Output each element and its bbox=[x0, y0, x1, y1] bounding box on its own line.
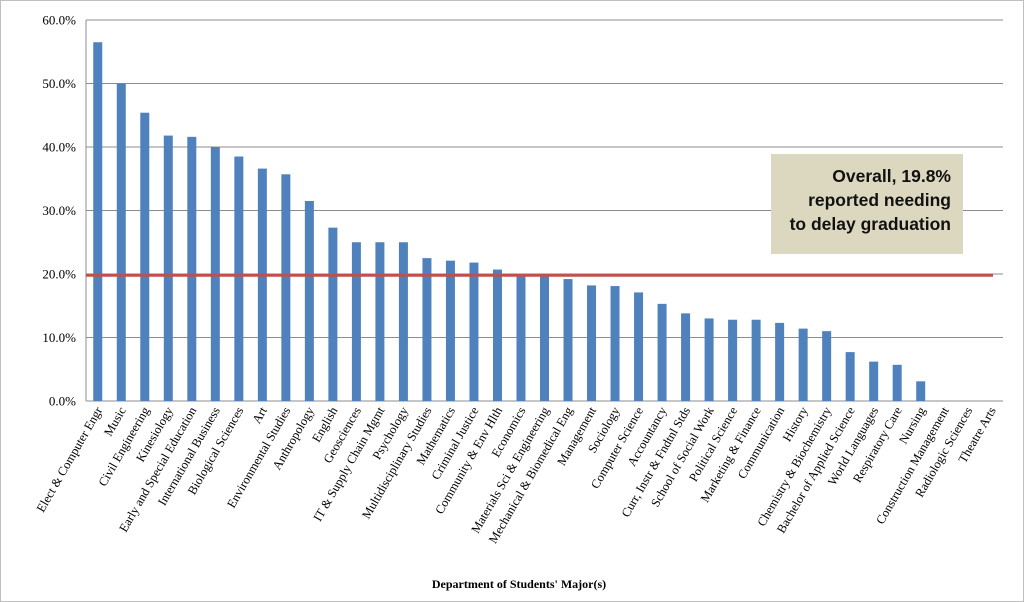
bar bbox=[398, 242, 408, 401]
bar bbox=[681, 313, 691, 401]
bar bbox=[845, 352, 855, 401]
bar bbox=[93, 42, 103, 401]
bar bbox=[234, 156, 244, 401]
bar bbox=[563, 279, 573, 401]
bar bbox=[445, 260, 455, 401]
annotation-line-3: to delay graduation bbox=[789, 214, 951, 234]
bar bbox=[422, 258, 432, 401]
bar bbox=[187, 136, 197, 401]
bar bbox=[492, 269, 502, 401]
x-tick-label: Art bbox=[249, 404, 270, 426]
bar bbox=[610, 286, 620, 401]
annotation-line-2: reported needing bbox=[808, 190, 951, 210]
bar bbox=[351, 242, 361, 401]
bar bbox=[916, 381, 926, 401]
bar bbox=[587, 285, 597, 401]
y-tick-label: 20.0% bbox=[42, 267, 76, 282]
bar bbox=[634, 292, 644, 401]
bar bbox=[116, 83, 126, 401]
bar bbox=[822, 331, 832, 401]
y-tick-label: 10.0% bbox=[42, 330, 76, 345]
bar bbox=[540, 276, 549, 401]
y-tick-label: 40.0% bbox=[42, 140, 76, 155]
x-tick-label: Elect & Computer Engr bbox=[34, 404, 106, 515]
y-tick-label: 0.0% bbox=[49, 394, 76, 409]
bar bbox=[704, 318, 714, 401]
bar bbox=[375, 242, 385, 401]
x-axis-title: Department of Students' Major(s) bbox=[432, 577, 606, 591]
bar bbox=[163, 135, 173, 401]
y-axis: 0.0% 10.0% 20.0% 30.0% 40.0% 50.0% 60.0% bbox=[42, 13, 87, 409]
bar bbox=[892, 364, 902, 401]
bar bbox=[304, 200, 314, 401]
bar bbox=[728, 319, 738, 401]
y-tick-label: 60.0% bbox=[42, 13, 76, 28]
annotation-line-1: Overall, 19.8% bbox=[832, 166, 951, 186]
bar bbox=[798, 328, 808, 401]
bar bbox=[869, 361, 879, 401]
bar bbox=[516, 276, 526, 401]
bar bbox=[281, 174, 291, 401]
bar bbox=[751, 319, 761, 401]
bar bbox=[775, 322, 785, 401]
y-tick-label: 50.0% bbox=[42, 76, 76, 91]
overall-annotation-box: Overall, 19.8% reported needing to delay… bbox=[771, 154, 963, 254]
bar bbox=[257, 168, 267, 401]
bar bbox=[140, 112, 150, 402]
bar bbox=[657, 303, 667, 401]
bar bbox=[469, 262, 479, 401]
y-tick-label: 30.0% bbox=[42, 203, 76, 218]
bar bbox=[328, 227, 338, 401]
